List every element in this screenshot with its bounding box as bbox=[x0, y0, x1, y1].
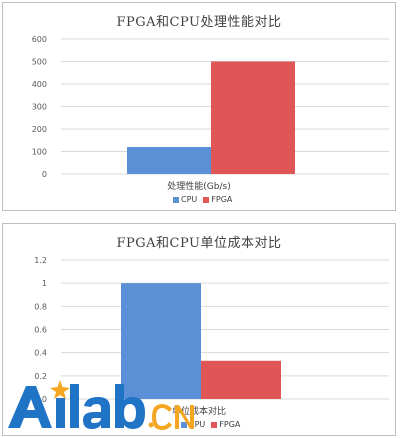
legend-item-cpu: CPU bbox=[181, 420, 205, 429]
legend-swatch-fpga bbox=[211, 421, 218, 428]
legend-swatch-cpu bbox=[181, 421, 187, 428]
chart-panel-performance: FPGA和CPU处理性能对比 0 100 200 300 400 500 600 处理性能(… bbox=[2, 2, 396, 211]
y-tick-label: 0.4 bbox=[34, 349, 47, 358]
legend-item-cpu: CPU bbox=[173, 195, 197, 204]
chart-panel-cost: FPGA和CPU单位成本对比 0 0.2 0.4 0.6 0.8 1 1.2 单位成本对比 … bbox=[2, 223, 396, 436]
chart-title: FPGA和CPU处理性能对比 bbox=[116, 15, 282, 30]
legend: CPU FPGA bbox=[173, 195, 232, 204]
y-tick-label: 0.6 bbox=[34, 326, 47, 335]
y-tick-label: 600 bbox=[32, 35, 47, 44]
y-tick-label: 0 bbox=[42, 395, 47, 404]
chart-title: FPGA和CPU单位成本对比 bbox=[116, 236, 282, 251]
y-tick-label: 100 bbox=[32, 148, 47, 157]
legend: CPU FPGA bbox=[181, 420, 240, 429]
legend-label-cpu: CPU bbox=[181, 195, 198, 204]
bar-fpga bbox=[201, 360, 281, 399]
y-tick-label: 500 bbox=[32, 58, 47, 67]
legend-item-fpga: FPGA bbox=[211, 420, 240, 429]
bar-chart-performance: 0 100 200 300 400 500 600 bbox=[32, 35, 389, 179]
legend-label-cpu: CPU bbox=[189, 420, 206, 429]
y-tick-label: 200 bbox=[32, 125, 47, 134]
legend-swatch-fpga bbox=[203, 196, 210, 203]
legend-label-fpga: FPGA bbox=[219, 420, 241, 429]
y-tick-label: 0.2 bbox=[34, 372, 47, 381]
bar-cpu bbox=[121, 283, 201, 399]
y-tick-label: 0 bbox=[42, 170, 47, 179]
y-tick-label: 300 bbox=[32, 103, 47, 112]
legend-item-fpga: FPGA bbox=[203, 195, 232, 204]
legend-label-fpga: FPGA bbox=[211, 195, 233, 204]
y-tick-label: 1.2 bbox=[34, 256, 47, 265]
bar-chart-cost: 0 0.2 0.4 0.6 0.8 1 1.2 bbox=[34, 256, 389, 404]
y-tick-label: 0.8 bbox=[34, 302, 47, 311]
x-axis-label: 处理性能(Gb/s) bbox=[167, 182, 231, 192]
ailab-logo-watermark bbox=[8, 380, 194, 430]
x-axis-label: 单位成本对比 bbox=[171, 407, 226, 417]
y-tick-label: 400 bbox=[32, 80, 47, 89]
y-tick-label: 1 bbox=[42, 279, 47, 288]
bar-fpga bbox=[211, 61, 295, 174]
legend-swatch-cpu bbox=[173, 196, 179, 203]
bar-cpu bbox=[127, 147, 211, 174]
